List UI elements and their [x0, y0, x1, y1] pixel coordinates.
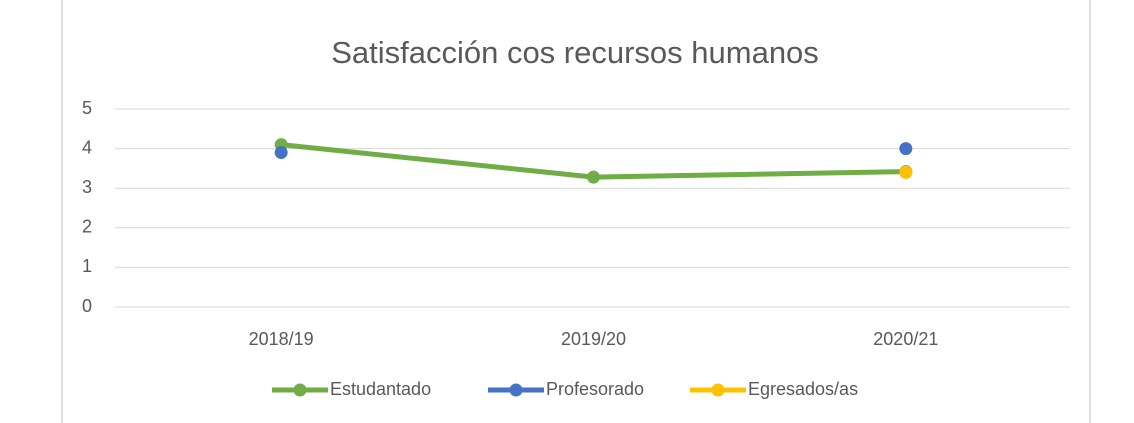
data-point: [587, 170, 600, 184]
data-point: [274, 146, 288, 160]
y-tick-label: 0: [82, 296, 92, 316]
y-tick-label: 3: [82, 177, 92, 197]
legend-label: Profesorado: [546, 379, 644, 399]
x-tick-label: 2018/19: [249, 329, 314, 349]
x-tick-label: 2020/21: [873, 329, 938, 349]
legend-marker: [711, 383, 725, 397]
x-tick-label: 2019/20: [561, 329, 626, 349]
chart-title: Satisfacción cos recursos humanos: [331, 35, 819, 70]
y-tick-label: 4: [82, 137, 92, 157]
y-tick-label: 2: [82, 217, 92, 237]
legend-marker: [509, 383, 523, 397]
legend-marker: [293, 383, 307, 397]
legend-label: Egresados/as: [748, 379, 858, 399]
y-tick-label: 5: [82, 98, 92, 118]
data-point: [899, 142, 913, 156]
y-tick-label: 1: [82, 256, 92, 276]
legend-label: Estudantado: [330, 379, 431, 399]
data-point: [899, 165, 913, 179]
